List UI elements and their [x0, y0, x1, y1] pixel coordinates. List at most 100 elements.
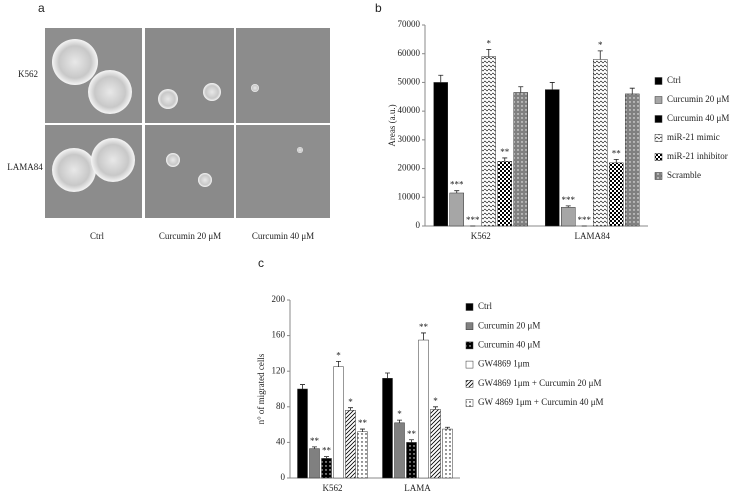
- bar: [430, 409, 441, 479]
- legend-swatch: [654, 134, 663, 142]
- legend-label: Ctrl: [478, 301, 493, 311]
- significance: ***: [562, 195, 576, 205]
- bar: [309, 448, 320, 479]
- y-tick-label: 30000: [398, 134, 421, 144]
- cell: [251, 84, 259, 92]
- error-bar: [385, 372, 390, 379]
- bar: [345, 410, 356, 479]
- legend-swatch: [465, 303, 474, 311]
- bar: [609, 162, 624, 227]
- legend-swatch: [465, 341, 474, 350]
- bar: [442, 428, 453, 479]
- micrograph: [236, 125, 330, 218]
- error-bar: [336, 361, 341, 367]
- bar: [625, 93, 640, 227]
- error-bar: [433, 406, 438, 410]
- significance: **: [310, 436, 320, 446]
- bar: [513, 92, 528, 227]
- micrographs: [45, 28, 330, 218]
- panel-label: b: [375, 1, 382, 15]
- y-tick-label: 70000: [398, 19, 421, 29]
- error-bar: [312, 446, 317, 449]
- error-bar: [486, 49, 492, 57]
- significance: *: [487, 38, 492, 48]
- bar: [545, 89, 560, 227]
- y-tick-label: 80: [276, 401, 286, 411]
- significance: **: [612, 148, 622, 158]
- bar: [406, 442, 417, 479]
- legend-label: GW4869 1μm + Curcumin 20 μM: [478, 378, 601, 388]
- y-tick-label: 40: [276, 436, 286, 446]
- cell: [52, 148, 96, 192]
- legend-label: Curcumin 40 μM: [667, 113, 729, 123]
- legend-label: miR-21 inhibitor: [667, 151, 728, 161]
- bar: [297, 388, 308, 479]
- y-tick-label: 0: [416, 220, 421, 230]
- error-bar: [502, 157, 508, 162]
- legend-label: Scramble: [667, 170, 701, 180]
- panel-label: a: [38, 1, 45, 15]
- y-tick-label: 60000: [398, 48, 421, 58]
- row-label: K562: [18, 69, 38, 79]
- y-tick-label: 10000: [398, 191, 421, 201]
- error-bar: [438, 74, 444, 83]
- significance: *: [397, 409, 402, 419]
- x-tick-label: LAMA: [404, 483, 431, 493]
- y-tick-label: 0: [281, 472, 286, 482]
- column-label: Curcumin 20 μM: [159, 231, 221, 241]
- error-bar: [613, 158, 619, 163]
- y-tick-label: 50000: [398, 76, 421, 86]
- legend-label: Curcumin 20 μM: [478, 320, 540, 330]
- significance: **: [500, 147, 510, 157]
- error-bar: [597, 50, 603, 60]
- legend-swatch: [465, 322, 474, 330]
- error-bar: [629, 87, 635, 94]
- cell: [198, 173, 212, 187]
- x-tick-label: K562: [323, 483, 343, 493]
- legend-swatch: [654, 96, 663, 104]
- significance: ***: [450, 180, 464, 190]
- error-bar: [360, 428, 365, 432]
- bar: [449, 192, 464, 227]
- micrograph: [145, 125, 234, 218]
- x-tick-label: K562: [471, 231, 491, 241]
- bar: [497, 161, 512, 227]
- legend-label: miR-21 mimic: [667, 132, 720, 142]
- column-label: Curcumin 40 μM: [252, 231, 314, 241]
- legend-swatch: [654, 115, 663, 123]
- error-bar: [409, 439, 414, 443]
- error-bar: [421, 332, 426, 341]
- significance: ***: [466, 215, 480, 225]
- y-tick-label: 40000: [398, 105, 421, 115]
- significance: *: [336, 350, 341, 360]
- bar: [593, 59, 608, 227]
- column-label: Ctrl: [90, 231, 105, 241]
- panel-label: c: [258, 256, 264, 270]
- cell: [88, 70, 132, 114]
- micrograph: [145, 28, 234, 123]
- bar: [561, 207, 576, 227]
- legend-swatch: [654, 172, 663, 180]
- error-bar: [565, 205, 571, 208]
- error-bar: [518, 86, 524, 93]
- y-tick-label: 160: [272, 330, 286, 340]
- error-bar: [397, 419, 402, 423]
- legend-label: GW4869 1μm: [478, 359, 530, 369]
- error-bar: [300, 384, 305, 389]
- error-bar: [454, 190, 460, 193]
- bar: [333, 366, 344, 479]
- error-bar: [348, 407, 353, 411]
- y-axis-label: Areas (a.u.): [387, 104, 397, 146]
- bar: [433, 82, 448, 227]
- y-tick-label: 20000: [398, 163, 421, 173]
- significance: **: [407, 429, 417, 439]
- micrograph: [236, 28, 330, 123]
- bar: [394, 422, 405, 479]
- error-bar: [549, 82, 555, 90]
- legend-swatch: [465, 399, 474, 407]
- bar: [418, 339, 429, 479]
- bar: [321, 458, 332, 479]
- x-tick-label: LAMA84: [575, 231, 611, 241]
- cell: [203, 83, 221, 101]
- significance: *: [598, 40, 603, 50]
